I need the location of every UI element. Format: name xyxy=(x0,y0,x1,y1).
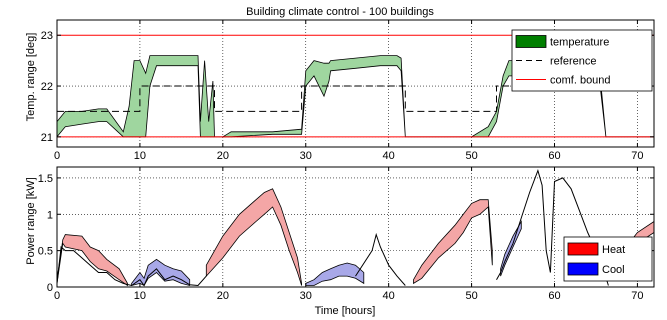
x-tick-label: 30 xyxy=(300,150,312,162)
x-tick-label: 70 xyxy=(631,150,643,162)
x-tick-label: 0 xyxy=(54,150,60,162)
x-tick-label: 50 xyxy=(465,290,477,302)
temperature-panel: 0 10 20 30 40 50 60 70 21 22 23 temperature referenc… xyxy=(41,19,655,162)
power-line xyxy=(355,232,406,286)
legend-label: comf. bound xyxy=(550,75,611,87)
x-tick-label: 70 xyxy=(631,290,643,302)
axes-frame xyxy=(56,19,655,148)
cool-range-band xyxy=(305,262,365,286)
x-tick-label: 10 xyxy=(134,150,146,162)
x-tick-label: 60 xyxy=(548,290,560,302)
x-tick-label: 60 xyxy=(548,150,560,162)
heat-range-band xyxy=(205,188,302,286)
heat-range-band xyxy=(413,199,493,285)
y-tick-label: 21 xyxy=(41,132,53,144)
time-x-axis-label: Time [hours] xyxy=(315,305,376,317)
legend-label: reference xyxy=(550,56,596,68)
x-tick-label: 50 xyxy=(465,150,477,162)
power-panel: 0 10 20 30 40 50 60 70 0 0.5 1 1.5 Heat Cool xyxy=(38,166,655,302)
reference-line xyxy=(57,85,654,112)
x-tick-label: 0 xyxy=(54,290,60,302)
legend-swatch xyxy=(567,262,599,276)
power-data xyxy=(57,169,654,287)
x-tick-label: 20 xyxy=(217,290,229,302)
y-tick-label: 22 xyxy=(41,81,53,93)
y-tick-label: 0 xyxy=(47,282,53,294)
power-line xyxy=(496,169,609,286)
legend-label: temperature xyxy=(550,37,609,49)
legend-swatch xyxy=(567,242,599,256)
power-line xyxy=(57,246,207,287)
temperature-data xyxy=(57,34,654,138)
figure-title: Building climate control - 100 buildings xyxy=(246,6,434,18)
legend-swatch xyxy=(515,35,547,48)
axes-frame xyxy=(56,166,655,288)
legend-label: Cool xyxy=(602,264,625,276)
x-tick-label: 30 xyxy=(300,290,312,302)
x-tick-label: 20 xyxy=(217,150,229,162)
y-tick-label: 1 xyxy=(47,209,53,221)
temperature-y-axis-label: Temp. range [deg] xyxy=(25,33,37,122)
y-tick-label: 1.5 xyxy=(38,173,53,185)
heat-range-band xyxy=(57,234,128,287)
x-tick-label: 40 xyxy=(383,290,395,302)
legend-label: Heat xyxy=(602,244,625,256)
x-tick-label: 10 xyxy=(134,290,146,302)
power-y-axis-label: Power range [kW] xyxy=(25,177,37,264)
y-tick-label: 23 xyxy=(41,30,53,42)
x-tick-label: 40 xyxy=(383,150,395,162)
y-tick-label: 0.5 xyxy=(38,246,53,258)
